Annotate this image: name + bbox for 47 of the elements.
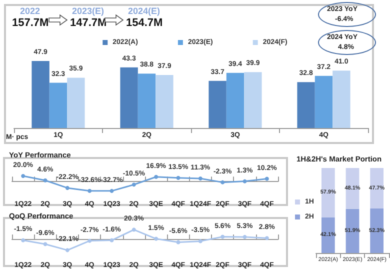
bar xyxy=(67,78,85,128)
point xyxy=(154,236,158,241)
bar xyxy=(208,80,226,128)
point xyxy=(21,174,26,178)
point xyxy=(88,188,92,193)
point xyxy=(88,238,92,243)
point xyxy=(65,248,70,252)
bar xyxy=(346,208,360,253)
bar xyxy=(49,82,68,128)
point xyxy=(198,176,202,180)
bar xyxy=(297,82,315,128)
bar xyxy=(332,70,350,128)
bar xyxy=(314,76,333,128)
point xyxy=(110,238,114,242)
point xyxy=(242,179,247,184)
point xyxy=(176,176,180,180)
bar xyxy=(120,67,138,128)
point xyxy=(154,174,158,179)
bar xyxy=(156,74,174,128)
text: 157.7M xyxy=(12,17,49,29)
point xyxy=(43,242,48,246)
bar xyxy=(321,168,335,218)
point xyxy=(264,176,269,181)
bar xyxy=(370,208,384,253)
point xyxy=(65,186,70,190)
text: 2023(E) xyxy=(72,6,104,16)
point xyxy=(242,234,247,239)
text: 2022 xyxy=(20,6,40,16)
text: 154.7M xyxy=(126,17,163,29)
bar xyxy=(138,74,156,128)
bar xyxy=(244,72,262,128)
text: 2024(E) xyxy=(128,6,160,16)
text: 147.7M xyxy=(70,17,107,29)
point xyxy=(198,239,202,244)
point xyxy=(176,240,180,244)
bar xyxy=(226,72,244,128)
point xyxy=(264,236,269,240)
point xyxy=(132,182,136,187)
bar xyxy=(346,168,360,209)
point xyxy=(220,180,225,184)
point xyxy=(132,228,136,232)
bar xyxy=(370,168,384,209)
point xyxy=(110,188,114,193)
point xyxy=(220,234,225,239)
bar xyxy=(32,60,50,128)
point xyxy=(43,178,48,182)
point xyxy=(21,238,26,242)
